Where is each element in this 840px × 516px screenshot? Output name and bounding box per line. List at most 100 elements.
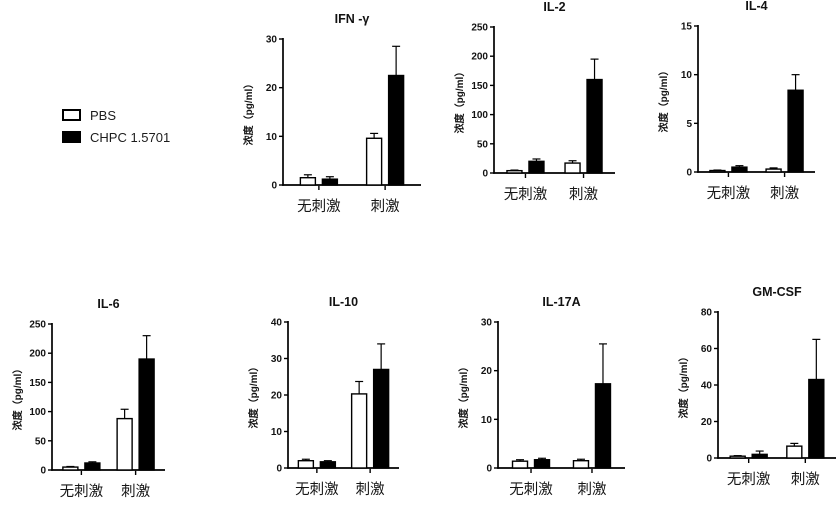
il-2-canvas: IL-2 0 50 100 150 200 250 浓度（pg/ml） 无刺激 刺激 [453,0,615,203]
x-category-label: 无刺激 [727,471,771,488]
y-tick-label: 50 [35,436,47,447]
bar-chpc-unstim [84,462,101,471]
bar-pbs-unstim [506,169,523,174]
legend-label-pbs: PBS [90,107,117,123]
y-tick-label: 150 [471,81,488,92]
chart-il-6: IL-6 0 50 100 150 200 250 浓度（pg/ml） 无刺激 刺激 [6,294,196,512]
chart-title: IL-2 [543,0,565,14]
il-17a-canvas: IL-17A 0 10 20 30 浓度（pg/ml） 无刺激 刺激 [457,295,625,498]
y-tick-label: 50 [477,139,489,150]
x-category-label: 刺激 [569,186,598,203]
chart-title: IL-17A [542,295,580,309]
x-category-label: 刺激 [356,481,385,498]
bar-pbs-stim [786,445,803,459]
y-tick-label: 200 [471,52,488,63]
y-axis-label: 浓度（pg/ml） [457,362,470,429]
x-category-label: 无刺激 [707,185,751,202]
chart-title: IFN -γ [335,12,370,26]
bar-chpc-stim [594,383,612,469]
gm-csf-canvas: GM-CSF 0 20 40 60 80 浓度（pg/ml） 无刺激 刺激 [677,285,836,488]
y-tick-label: 60 [701,344,713,355]
y-tick-label: 40 [701,381,713,392]
y-tick-label: 10 [266,132,278,143]
chart-il-4: IL-4 0 5 10 15 浓度（pg/ml） 无刺激 刺激 [652,0,840,214]
y-axis-label: 浓度（pg/ml） [11,364,24,431]
y-axis-label: 浓度（pg/ml） [247,362,260,429]
x-category-label: 无刺激 [295,481,339,498]
bar-chpc-stim [808,378,825,459]
chart-il-2: IL-2 0 50 100 150 200 250 浓度（pg/ml） 无刺激 刺激 [448,0,638,215]
x-category-label: 刺激 [121,483,150,500]
y-tick-label: 80 [701,308,713,319]
chpc-swatch-icon [62,131,81,143]
y-tick-label: 20 [271,391,283,402]
y-tick-label: 20 [701,417,713,428]
bar-pbs-stim [350,393,368,469]
bar-chpc-unstim [731,166,748,173]
bar-pbs-unstim [511,460,529,469]
chart-title: IL-10 [329,295,358,309]
chart-title: GM-CSF [752,285,802,299]
chart-gm-csf: GM-CSF 0 20 40 60 80 浓度（pg/ml） 无刺激 刺激 [672,282,840,500]
y-tick-label: 20 [481,366,493,377]
bar-pbs-stim [765,168,782,173]
y-tick-label: 40 [271,318,283,329]
legend-label-chpc: CHPC 1.5701 [90,129,171,145]
legend-item-pbs: PBS [62,104,170,126]
legend-item-chpc: CHPC 1.5701 [62,126,170,148]
y-tick-label: 20 [266,83,278,94]
y-tick-label: 15 [681,22,693,33]
y-axis-label: 浓度（pg/ml） [677,352,690,419]
pbs-swatch-icon [62,109,81,121]
bar-pbs-unstim [297,459,315,469]
x-category-label: 刺激 [577,481,606,498]
y-tick-label: 10 [681,70,693,81]
chart-title: IL-4 [745,0,767,13]
bar-chpc-unstim [321,178,339,186]
y-tick-label: 30 [271,354,283,365]
y-tick-label: 10 [481,415,493,426]
y-tick-label: 5 [686,119,692,130]
bar-chpc-unstim [319,461,337,469]
y-tick-label: 250 [29,320,46,331]
il-4-canvas: IL-4 0 5 10 15 浓度（pg/ml） 无刺激 刺激 [657,0,815,202]
chart-title: IL-6 [97,297,119,311]
x-category-label: 无刺激 [60,483,104,500]
bar-chpc-stim [138,358,155,471]
bar-pbs-stim [572,459,590,469]
ifn-gamma-canvas: IFN -γ 0 10 20 30 浓度（pg/ml） 无刺激 刺激 [242,12,421,215]
y-axis-label: 浓度（pg/ml） [242,79,255,146]
y-tick-label: 100 [471,110,488,121]
bar-chpc-stim [372,368,390,469]
bar-pbs-unstim [299,176,317,186]
chart-il-10: IL-10 0 10 20 30 40 浓度（pg/ml） 无刺激 刺激 [242,292,432,510]
x-category-label: 刺激 [770,185,799,202]
bar-pbs-stim [564,162,581,174]
bar-chpc-unstim [533,459,551,469]
y-axis-label: 浓度（pg/ml） [453,67,466,134]
chart-ifn-gamma: IFN -γ 0 10 20 30 浓度（pg/ml） 无刺激 刺激 [237,9,427,227]
chart-il-17a: IL-17A 0 10 20 30 浓度（pg/ml） 无刺激 刺激 [452,292,642,510]
x-category-label: 刺激 [791,471,820,488]
x-category-label: 无刺激 [297,198,341,215]
bar-pbs-stim [116,417,133,471]
y-tick-label: 30 [266,35,278,46]
y-tick-label: 0 [40,466,46,477]
bar-chpc-unstim [751,453,768,459]
bar-chpc-stim [586,78,603,174]
y-tick-label: 200 [29,349,46,360]
bar-chpc-stim [387,74,405,186]
bar-pbs-unstim [729,455,746,459]
legend: PBS CHPC 1.5701 [62,104,170,148]
x-category-label: 刺激 [371,198,400,215]
y-tick-label: 0 [486,464,492,475]
bar-pbs-unstim [709,169,726,173]
y-axis-label: 浓度（pg/ml） [657,66,670,133]
bar-pbs-stim [365,137,383,186]
y-tick-label: 0 [686,168,692,179]
il-10-canvas: IL-10 0 10 20 30 40 浓度（pg/ml） 无刺激 刺激 [247,295,399,498]
y-tick-label: 30 [481,318,493,329]
il-6-canvas: IL-6 0 50 100 150 200 250 浓度（pg/ml） 无刺激 刺激 [11,297,165,500]
bar-chpc-unstim [528,160,545,174]
